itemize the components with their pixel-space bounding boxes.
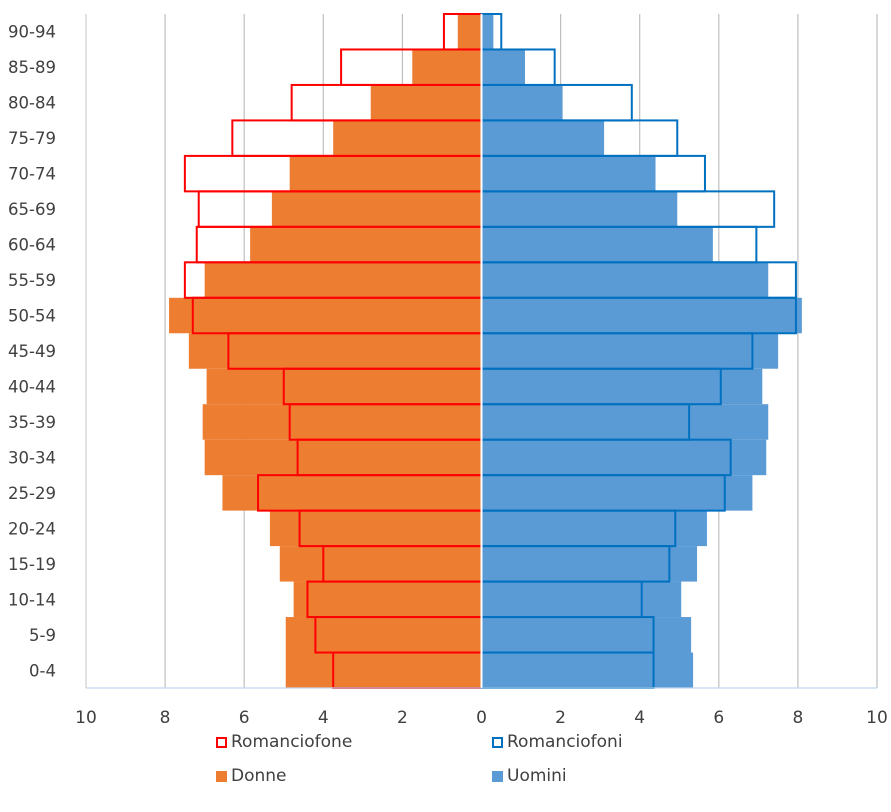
x-tick-label: 10 <box>866 708 888 728</box>
bar-donne-20-24 <box>269 510 482 547</box>
y-tick-label: 60-64 <box>8 236 56 255</box>
bar-uomini-45-49 <box>481 333 779 369</box>
bar-donne-40-44 <box>206 368 482 405</box>
bar-uomini-65-69 <box>481 191 678 227</box>
bar-uomini-20-24 <box>481 510 707 547</box>
bar-donne-0-4 <box>285 652 482 688</box>
tick-labels: 0-4 5-9 10-14 15-19 20-24 25-29 30-34 35-39 40-4… <box>8 23 888 728</box>
y-tick-label: 90-94 <box>8 23 56 42</box>
bar-uomini-40-44 <box>481 368 763 405</box>
legend-romanciofone: Romanciofone <box>216 732 352 752</box>
bar-donne-25-29 <box>222 475 482 511</box>
y-tick-label: 50-54 <box>8 307 56 326</box>
bar-donne-30-34 <box>204 439 482 476</box>
y-tick-label: 45-49 <box>8 342 56 361</box>
x-tick-label: 4 <box>318 708 329 728</box>
bar-donne-80-84 <box>370 84 482 121</box>
bar-donne-15-19 <box>279 546 482 582</box>
y-tick-label: 10-14 <box>8 590 56 609</box>
bar-donne-60-64 <box>250 226 482 263</box>
bar-uomini-85-89 <box>481 49 526 85</box>
bar-uomini-30-34 <box>481 439 767 476</box>
bar-uomini-60-64 <box>481 226 713 263</box>
x-tick-label: 6 <box>239 708 250 728</box>
legend-label-romanciofoni: Romanciofoni <box>507 732 623 752</box>
bar-uomini-25-29 <box>481 475 753 511</box>
axes <box>85 14 877 689</box>
bar-donne-70-74 <box>289 155 482 192</box>
x-tick-label: 4 <box>634 708 645 728</box>
x-tick-label: 2 <box>397 708 408 728</box>
bar-uomini-75-79 <box>481 120 605 156</box>
bar-uomini-10-14 <box>481 581 682 618</box>
legend-romanciofoni: Romanciofoni <box>492 732 623 752</box>
bar-donne-35-39 <box>202 404 482 440</box>
bar-uomini-35-39 <box>481 404 769 440</box>
bar-donne-45-49 <box>188 333 482 369</box>
y-tick-label: 65-69 <box>8 200 56 219</box>
x-tick-label: 6 <box>713 708 724 728</box>
bar-uomini-55-59 <box>481 262 769 298</box>
legend-label-uomini: Uomini <box>507 766 567 786</box>
y-tick-label: 85-89 <box>8 58 56 77</box>
legend-uomini: Uomini <box>492 766 567 786</box>
y-tick-label: 80-84 <box>8 94 56 113</box>
x-tick-label: 8 <box>792 708 803 728</box>
legend-swatch-romanciofone <box>216 736 227 748</box>
y-tick-label: 20-24 <box>8 519 56 538</box>
x-tick-label: 8 <box>160 708 171 728</box>
bar-donne-75-79 <box>333 120 482 156</box>
y-tick-label: 35-39 <box>8 413 56 432</box>
bar-uomini-70-74 <box>481 155 656 192</box>
bar-uomini-15-19 <box>481 546 698 582</box>
y-tick-label: 0-4 <box>29 661 56 680</box>
bar-donne-65-69 <box>271 191 482 227</box>
y-tick-label: 15-19 <box>8 555 56 574</box>
x-tick-label: 10 <box>75 708 97 728</box>
y-tick-label: 75-79 <box>8 129 56 148</box>
bar-uomini-50-54 <box>481 297 802 334</box>
y-tick-label: 40-44 <box>8 377 56 396</box>
y-tick-label: 5-9 <box>29 626 56 645</box>
y-tick-label: 70-74 <box>8 165 56 184</box>
bar-donne-90-94 <box>457 14 482 50</box>
bar-donne-10-14 <box>293 581 482 618</box>
bar-uomini-5-9 <box>481 617 692 653</box>
bar-donne-55-59 <box>204 262 482 298</box>
bar-uomini-80-84 <box>481 84 563 121</box>
legend-swatch-uomini <box>492 770 503 782</box>
bars <box>169 14 802 688</box>
bar-donne-85-89 <box>412 49 482 85</box>
x-tick-label: 0 <box>476 708 487 728</box>
bar-donne-50-54 <box>169 297 482 334</box>
y-tick-label: 55-59 <box>8 271 56 290</box>
legend-donne: Donne <box>216 766 287 786</box>
legend-label-romanciofone: Romanciofone <box>231 732 353 752</box>
bar-uomini-0-4 <box>481 652 694 688</box>
y-tick-label: 25-29 <box>8 484 56 503</box>
bar-uomini-90-94 <box>481 14 494 50</box>
legend-swatch-donne <box>216 770 227 782</box>
bar-donne-5-9 <box>285 617 482 653</box>
y-tick-label: 30-34 <box>8 448 56 467</box>
legend-label-donne: Donne <box>231 766 287 786</box>
x-tick-label: 2 <box>555 708 566 728</box>
legend-swatch-romanciofoni <box>492 736 503 748</box>
